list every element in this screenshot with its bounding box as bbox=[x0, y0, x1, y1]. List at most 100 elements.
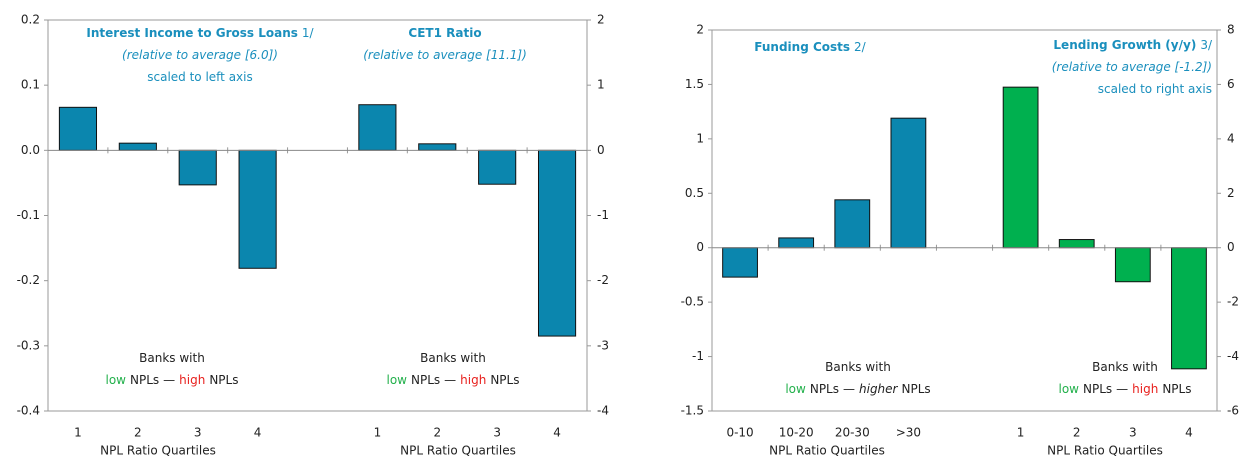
annotation-part: NPLs bbox=[901, 382, 930, 396]
annotation-part: low bbox=[1059, 382, 1080, 396]
bar bbox=[778, 237, 815, 249]
annotation-part: high bbox=[460, 373, 486, 387]
annotation-part: — bbox=[444, 373, 456, 387]
y-tick-label: 1.5 bbox=[685, 77, 704, 91]
annotation: low NPLs — higher NPLs bbox=[785, 382, 930, 396]
annotation-part: scaled to right axis bbox=[1098, 82, 1212, 96]
annotation: scaled to right axis bbox=[1098, 82, 1212, 96]
x-tick-label: 1 bbox=[1017, 426, 1025, 440]
y2-tick-label: 8 bbox=[1227, 23, 1235, 37]
x-tick-label: 1 bbox=[374, 426, 382, 440]
annotation: Banks with bbox=[420, 351, 486, 365]
bar bbox=[118, 142, 157, 151]
y-tick-label: 0.2 bbox=[21, 13, 40, 27]
annotation-part: higher bbox=[859, 382, 899, 396]
annotation-part: CET1 Ratio bbox=[408, 26, 481, 40]
bar bbox=[478, 149, 517, 185]
y-tick-label: -0.5 bbox=[681, 295, 704, 309]
bar bbox=[238, 149, 277, 269]
y2-tick-label: 2 bbox=[597, 13, 605, 27]
annotation-part: low bbox=[106, 373, 127, 387]
annotation: Banks with bbox=[1092, 360, 1158, 374]
y-tick-label: -0.2 bbox=[17, 273, 40, 287]
bar bbox=[890, 117, 927, 249]
x-tick-label: 4 bbox=[1185, 426, 1193, 440]
annotation: Funding Costs 2/ bbox=[754, 40, 866, 54]
annotation-part: (relative to average [6.0]) bbox=[122, 48, 278, 62]
y2-tick-label: -2 bbox=[597, 273, 609, 287]
x-tick-label: 2 bbox=[134, 426, 142, 440]
annotation-part: NPLs bbox=[1083, 382, 1112, 396]
y2-tick-label: -6 bbox=[1227, 404, 1239, 418]
y-tick-label: -0.4 bbox=[17, 404, 40, 418]
y-tick-label: -0.1 bbox=[17, 208, 40, 222]
bar bbox=[58, 106, 98, 151]
annotation-part: Banks with bbox=[139, 351, 205, 365]
annotation: (relative to average [-1.2]) bbox=[1052, 60, 1212, 74]
x-tick-label: 1 bbox=[74, 426, 82, 440]
x-axis-label: NPL Ratio Quartiles bbox=[1047, 444, 1163, 458]
y2-tick-label: -3 bbox=[597, 338, 609, 352]
y2-tick-label: -2 bbox=[1227, 295, 1239, 309]
annotation-part: Funding Costs bbox=[754, 40, 850, 54]
x-tick-label: 10-20 bbox=[779, 426, 814, 440]
y2-tick-label: 0 bbox=[597, 143, 605, 157]
annotation-part: Interest Income to Gross Loans bbox=[86, 26, 298, 40]
annotation-part: 1/ bbox=[302, 26, 315, 40]
annotation-part: low bbox=[785, 382, 806, 396]
y2-tick-label: -1 bbox=[597, 208, 609, 222]
annotation: (relative to average [6.0]) bbox=[122, 48, 278, 62]
x-tick-label: 0-10 bbox=[726, 426, 753, 440]
y2-tick-label: -4 bbox=[1227, 349, 1239, 363]
annotation: low NPLs — high NPLs bbox=[1059, 382, 1192, 396]
annotation-part: (relative to average [-1.2]) bbox=[1052, 60, 1212, 74]
x-axis-label: NPL Ratio Quartiles bbox=[100, 444, 216, 458]
annotation-part: NPLs bbox=[130, 373, 159, 387]
bar bbox=[418, 143, 457, 151]
y-tick-label: 0 bbox=[696, 240, 704, 254]
annotation-part: — bbox=[1116, 382, 1128, 396]
x-axis-label: NPL Ratio Quartiles bbox=[400, 444, 516, 458]
bar bbox=[834, 199, 871, 249]
annotation-part: high bbox=[1132, 382, 1158, 396]
y2-tick-label: 0 bbox=[1227, 240, 1235, 254]
bar bbox=[358, 104, 397, 151]
y2-tick-label: 2 bbox=[1227, 186, 1235, 200]
annotation-part: Banks with bbox=[420, 351, 486, 365]
annotation: Banks with bbox=[825, 360, 891, 374]
annotation: low NPLs — high NPLs bbox=[106, 373, 239, 387]
y2-tick-label: -4 bbox=[597, 404, 609, 418]
annotation-part: — bbox=[163, 373, 175, 387]
annotation-part: Banks with bbox=[1092, 360, 1158, 374]
x-tick-label: 4 bbox=[553, 426, 561, 440]
y-tick-label: -1 bbox=[692, 349, 704, 363]
x-tick-label: 4 bbox=[254, 426, 262, 440]
annotation-part: NPLs bbox=[209, 373, 238, 387]
x-tick-label: 2 bbox=[433, 426, 441, 440]
x-tick-label: 3 bbox=[194, 426, 202, 440]
annotation-part: low bbox=[387, 373, 408, 387]
annotation: Interest Income to Gross Loans 1/ bbox=[86, 26, 314, 40]
bar bbox=[537, 149, 577, 337]
y2-tick-label: 1 bbox=[597, 78, 605, 92]
bar bbox=[1058, 239, 1095, 249]
annotation: CET1 Ratio bbox=[408, 26, 481, 40]
annotation: scaled to left axis bbox=[147, 70, 253, 84]
y-tick-label: 0.1 bbox=[21, 78, 40, 92]
annotation: low NPLs — high NPLs bbox=[387, 373, 520, 387]
annotation: Lending Growth (y/y) 3/ bbox=[1053, 38, 1213, 52]
y-tick-label: 0.0 bbox=[21, 143, 40, 157]
y-tick-label: -1.5 bbox=[681, 404, 704, 418]
bar bbox=[722, 247, 758, 278]
annotation-part: NPLs bbox=[411, 373, 440, 387]
annotation: (relative to average [11.1]) bbox=[363, 48, 527, 62]
y2-tick-label: 6 bbox=[1227, 77, 1235, 91]
annotation-part: (relative to average [11.1]) bbox=[363, 48, 527, 62]
x-tick-label: >30 bbox=[896, 426, 921, 440]
bar bbox=[1002, 86, 1039, 249]
annotation-part: NPLs bbox=[810, 382, 839, 396]
bar bbox=[1114, 247, 1151, 283]
bar bbox=[1171, 247, 1207, 370]
annotation-part: scaled to left axis bbox=[147, 70, 253, 84]
